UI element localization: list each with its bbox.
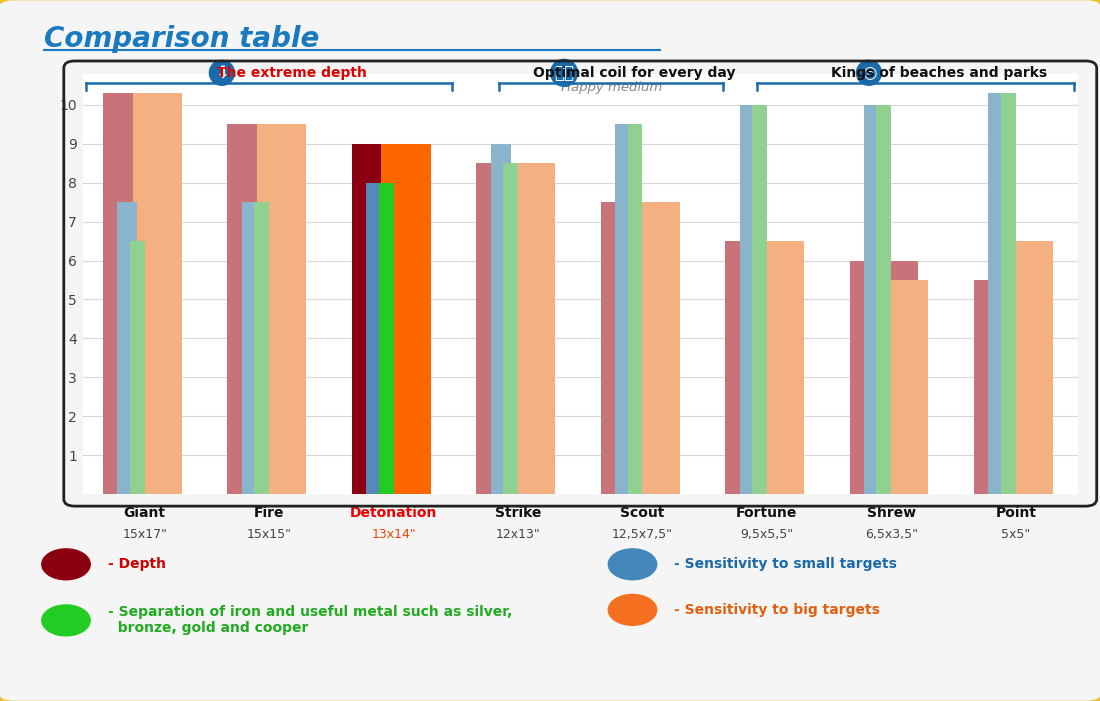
Bar — [627, 124, 642, 494]
Bar — [989, 93, 1009, 494]
Bar — [506, 163, 556, 494]
Bar — [366, 183, 386, 494]
Bar — [849, 261, 918, 494]
Text: The extreme depth: The extreme depth — [217, 66, 366, 80]
Text: 9,5x5,5": 9,5x5,5" — [740, 528, 793, 540]
Text: 12x13": 12x13" — [496, 528, 540, 540]
Bar — [103, 93, 172, 494]
Text: ◎: ◎ — [861, 64, 877, 82]
Bar — [864, 104, 884, 494]
Text: - Sensitivity to big targets: - Sensitivity to big targets — [674, 603, 880, 617]
Text: Detonation: Detonation — [350, 506, 438, 520]
Bar — [257, 124, 306, 494]
Bar — [1001, 93, 1015, 494]
Bar — [491, 144, 510, 494]
Text: 5x5": 5x5" — [1001, 528, 1031, 540]
Bar — [132, 93, 182, 494]
Text: Fortune: Fortune — [736, 506, 798, 520]
Text: Optimal coil for every day: Optimal coil for every day — [532, 66, 735, 80]
Text: 15x17": 15x17" — [122, 528, 167, 540]
Text: Shrew: Shrew — [867, 506, 916, 520]
Bar — [476, 163, 544, 494]
Bar — [879, 280, 928, 494]
Text: - Separation of iron and useful metal such as silver,
  bronze, gold and cooper: - Separation of iron and useful metal su… — [108, 605, 513, 636]
Text: Comparison table: Comparison table — [44, 25, 319, 53]
Bar — [975, 280, 1043, 494]
Text: Point: Point — [996, 506, 1036, 520]
Text: Scout: Scout — [620, 506, 664, 520]
Text: Giant: Giant — [123, 506, 166, 520]
Bar — [130, 241, 145, 494]
Bar — [725, 241, 794, 494]
Bar — [254, 202, 270, 494]
Text: Happy medium: Happy medium — [561, 81, 662, 94]
Bar — [739, 104, 759, 494]
Text: Strike: Strike — [495, 506, 541, 520]
Bar — [242, 202, 262, 494]
Text: - Depth: - Depth — [108, 557, 166, 571]
Bar — [352, 144, 420, 494]
Text: 12,5x7,5": 12,5x7,5" — [612, 528, 673, 540]
Bar — [118, 202, 138, 494]
Text: - Sensitivity to small targets: - Sensitivity to small targets — [674, 557, 898, 571]
Text: Kings of beaches and parks: Kings of beaches and parks — [830, 66, 1047, 80]
Bar — [1003, 241, 1053, 494]
Bar — [877, 104, 891, 494]
Text: ⬇: ⬇ — [214, 64, 229, 82]
Text: 15x15": 15x15" — [246, 528, 292, 540]
Bar — [382, 144, 431, 494]
Bar — [378, 183, 394, 494]
Bar — [601, 202, 669, 494]
Text: Fire: Fire — [254, 506, 285, 520]
Bar — [615, 124, 635, 494]
Bar — [752, 104, 767, 494]
Text: 6,5x3,5": 6,5x3,5" — [865, 528, 917, 540]
Text: ⏽⏽: ⏽⏽ — [554, 64, 574, 82]
Bar — [503, 163, 518, 494]
Bar — [630, 202, 680, 494]
Bar — [755, 241, 804, 494]
Bar — [228, 124, 296, 494]
Text: 13x14": 13x14" — [371, 528, 416, 540]
